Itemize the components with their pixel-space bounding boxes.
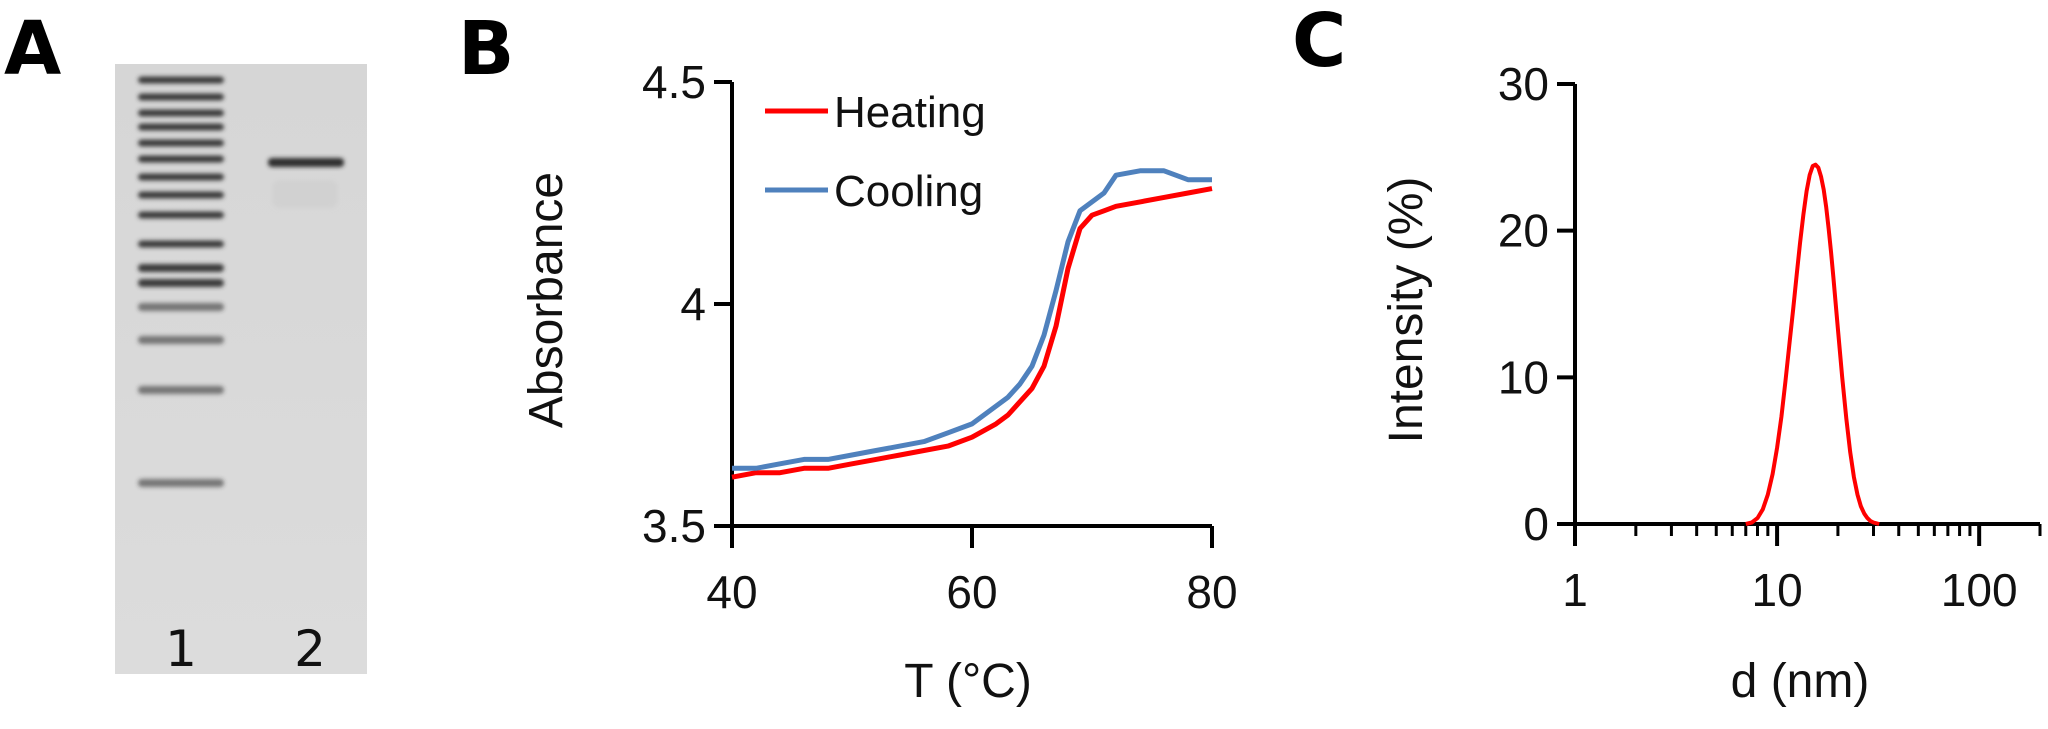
sample-band: [268, 158, 344, 167]
lane-label-1: 1: [165, 620, 197, 678]
b-y-tick-label: 3.5: [642, 500, 706, 552]
ladder-band: [138, 109, 224, 117]
ladder-lane: [138, 76, 224, 487]
c-x-axis-title: d (nm): [1731, 655, 1870, 708]
sample-band-smear: [272, 180, 338, 208]
legend-heating-label: Heating: [834, 88, 986, 137]
series-cooling-line: [732, 168, 1212, 471]
ladder-band: [138, 191, 224, 199]
b-series: [731, 168, 1213, 480]
c-y-tick-label: 0: [1523, 498, 1549, 550]
ladder-band: [138, 173, 224, 181]
panel-a: A 1 2: [4, 6, 367, 678]
b-legend: Heating Cooling: [765, 88, 986, 216]
b-ticks: 3.5 4 4.5 40 60 80: [642, 56, 1238, 618]
c-ticks: 0 10 20 30 1 10 100: [1498, 58, 2042, 616]
ladder-band: [138, 303, 224, 311]
ladder-band: [138, 155, 224, 163]
c-y-tick-label: 10: [1498, 351, 1549, 403]
ladder-band: [138, 336, 224, 344]
c-y-tick-label: 20: [1498, 205, 1549, 257]
series-heating-line: [731, 186, 1213, 480]
ladder-band: [138, 240, 224, 248]
c-y-tick-label: 30: [1498, 58, 1549, 110]
b-y-tick-label: 4.5: [642, 56, 706, 108]
ladder-band: [138, 93, 224, 101]
c-x-tick-label: 1: [1562, 564, 1588, 616]
c-series: [1745, 162, 1880, 526]
ladder-band: [138, 76, 224, 84]
c-x-tick-label: 10: [1751, 564, 1802, 616]
ladder-band: [138, 264, 224, 272]
panel-c-letter: C: [1292, 0, 1346, 84]
ladder-band: [138, 279, 224, 287]
c-x-tick-label: 100: [1941, 564, 2018, 616]
ladder-band: [138, 386, 224, 394]
panel-c: C 0 10 20 30 1 10 100 Intensity (%) d (nm): [1292, 0, 2042, 708]
sample-lane: [268, 158, 344, 208]
ladder-band: [138, 123, 224, 131]
b-x-tick-label: 80: [1186, 566, 1237, 618]
ladder-band: [138, 479, 224, 487]
c-y-axis-title: Intensity (%): [1380, 177, 1433, 444]
series-intensity-line: [1745, 162, 1880, 526]
b-y-axis-title: Absorbance: [520, 172, 573, 428]
lane-label-2: 2: [294, 620, 326, 678]
panel-b-letter: B: [458, 6, 514, 92]
ladder-band: [138, 211, 224, 219]
b-x-axis-title: T (°C): [904, 655, 1032, 708]
ladder-band: [138, 139, 224, 147]
legend-cooling-label: Cooling: [834, 167, 983, 216]
b-x-tick-label: 60: [946, 566, 997, 618]
b-x-tick-label: 40: [706, 566, 757, 618]
b-y-tick-label: 4: [680, 278, 706, 330]
panel-a-letter: A: [4, 6, 61, 92]
panel-b: B 3.5 4 4.5 40 60 80 Heating Cooling Absorban…: [458, 6, 1238, 708]
